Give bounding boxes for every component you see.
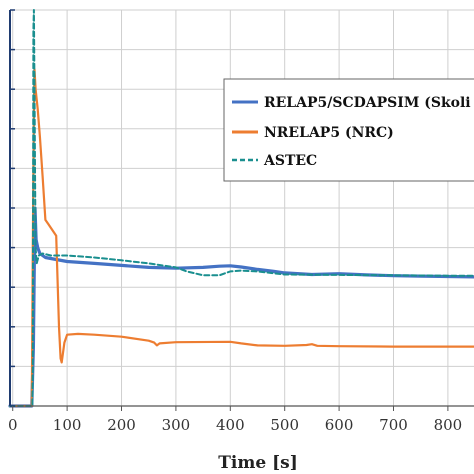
- x-tick-labels: 0 100 200 300 400 500 600 700 800: [8, 416, 462, 434]
- axes: [9, 9, 474, 411]
- x-tick-label: 800: [434, 416, 463, 434]
- astec-line: [9, 9, 474, 407]
- nrelap5-line: [8, 68, 474, 408]
- x-tick-label: 400: [216, 416, 245, 434]
- x-tick-label: 100: [53, 416, 82, 434]
- legend-label-nrelap5: NRELAP5 (NRC): [264, 125, 394, 141]
- x-axis-title: Time [s]: [218, 453, 298, 473]
- legend-label-astec: ASTEC: [263, 153, 317, 169]
- relap5-line: [8, 206, 474, 408]
- legend: RELAP5/SCDAPSIM (Skoli NRELAP5 (NRC) AST…: [223, 78, 474, 182]
- x-tick-label: 200: [107, 416, 136, 434]
- x-tick-label: 500: [270, 416, 299, 434]
- x-tick-label: 600: [325, 416, 354, 434]
- series-lines: [8, 9, 474, 408]
- legend-label-relap5: RELAP5/SCDAPSIM (Skoli: [264, 95, 471, 111]
- x-tick-label: 700: [379, 416, 408, 434]
- legend-box: [223, 78, 474, 182]
- x-tick-label: 0: [8, 416, 18, 434]
- x-tick-label: 300: [162, 416, 191, 434]
